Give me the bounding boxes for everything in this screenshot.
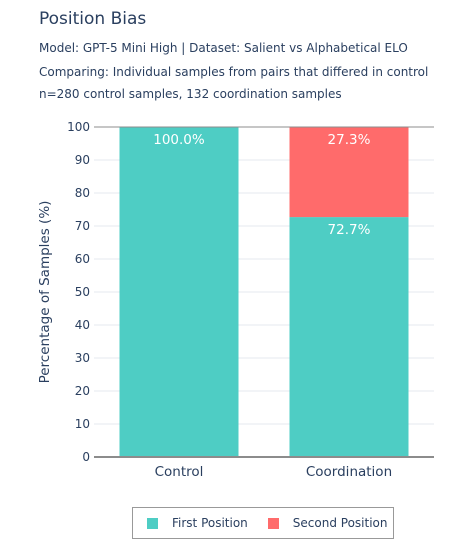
y-tick-label: 20 (75, 384, 90, 398)
y-tick-label: 10 (75, 417, 90, 431)
bar-second-position-coordination (289, 127, 409, 218)
y-tick-label: 100 (67, 120, 90, 134)
x-tick-label: Control (155, 464, 204, 480)
chart-subtitle-model: Model: GPT-5 Mini High | Dataset: Salien… (39, 41, 408, 55)
legend-label-first-position: First Position (172, 516, 248, 530)
y-tick-label: 30 (75, 351, 90, 365)
y-tick-label: 40 (75, 318, 90, 332)
bar-value-label: 100.0% (153, 132, 205, 148)
y-axis-label: Percentage of Samples (%) (37, 201, 53, 384)
y-tick-label: 90 (75, 153, 90, 167)
chart-subtitle-sample-counts: n=280 control samples, 132 coordination … (39, 87, 342, 101)
legend-label-second-position: Second Position (292, 516, 388, 530)
legend-item-first-position[interactable]: First Position (147, 516, 248, 530)
bar-value-label: 27.3% (328, 132, 371, 148)
x-tick-label: Coordination (306, 464, 392, 480)
chart-title: Position Bias (39, 9, 147, 29)
chart-subtitle-comparison: Comparing: Individual samples from pairs… (39, 65, 429, 79)
legend-swatch-first-position (147, 517, 158, 529)
bar-chart: 0 10 20 30 40 50 60 70 80 90 100 100.0% Control 72.7%… (37, 120, 434, 480)
bar-first-position-control (119, 127, 239, 457)
y-tick-label: 0 (82, 450, 90, 464)
chart-legend: First Position Second Position (132, 507, 394, 539)
y-tick-label: 60 (75, 252, 90, 266)
y-tick-label: 80 (75, 186, 90, 200)
bar-first-position-coordination (289, 217, 409, 457)
legend-swatch-second-position (267, 517, 279, 529)
bar-value-label: 72.7% (328, 222, 371, 238)
y-tick-label: 70 (75, 219, 90, 233)
legend-item-second-position[interactable]: Second Position (267, 516, 388, 530)
y-tick-label: 50 (75, 285, 90, 299)
